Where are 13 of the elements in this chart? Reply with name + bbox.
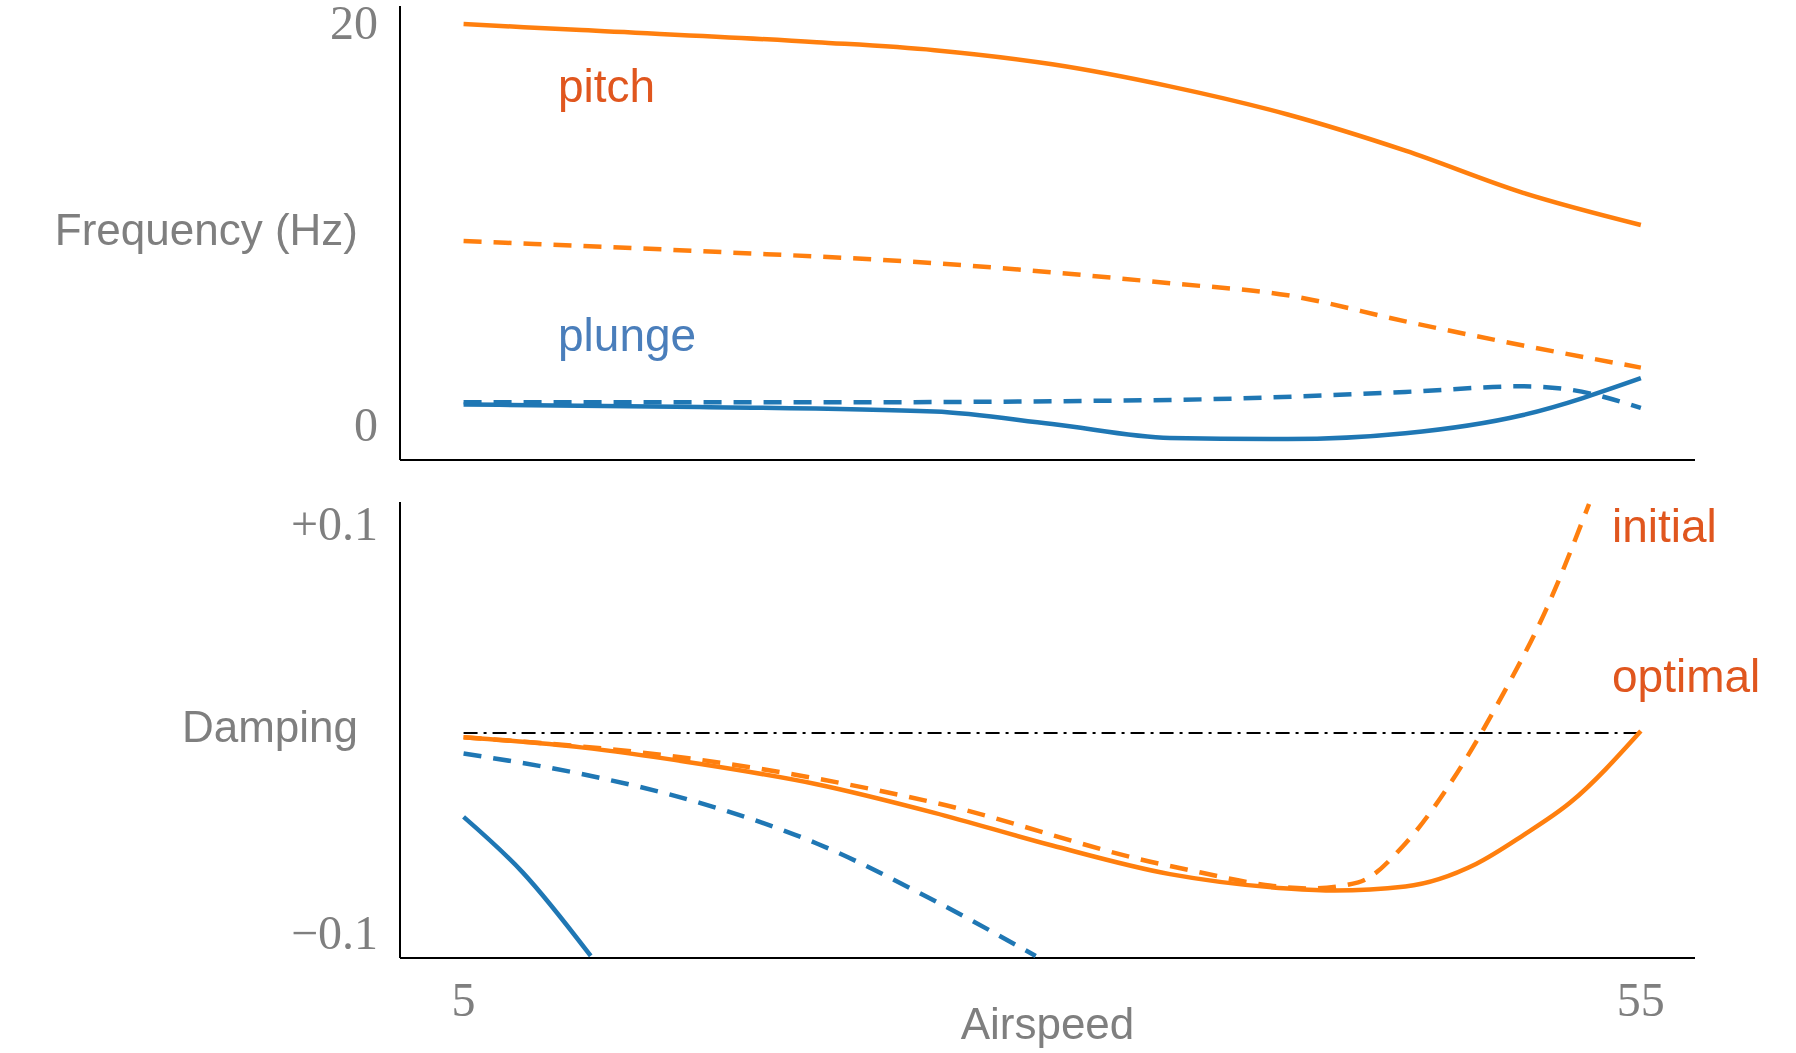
y-tick-label: −0.1 [290, 905, 378, 959]
x-tick-label: 5 [451, 973, 476, 1026]
annotation: initial [1612, 500, 1717, 553]
y-tick-label: +0.1 [290, 496, 378, 550]
y-tick-label: 20 [330, 0, 378, 50]
x-tick-label: 55 [1616, 973, 1665, 1026]
x-axis-title: Airspeed [960, 999, 1135, 1048]
y-axis-title: Damping [181, 701, 358, 751]
y-axis-title: Frequency (Hz) [54, 204, 358, 254]
annotation: optimal [1612, 650, 1761, 703]
annotation: pitch [558, 60, 656, 113]
y-tick-label: 0 [354, 397, 378, 451]
annotation: plunge [558, 309, 697, 362]
